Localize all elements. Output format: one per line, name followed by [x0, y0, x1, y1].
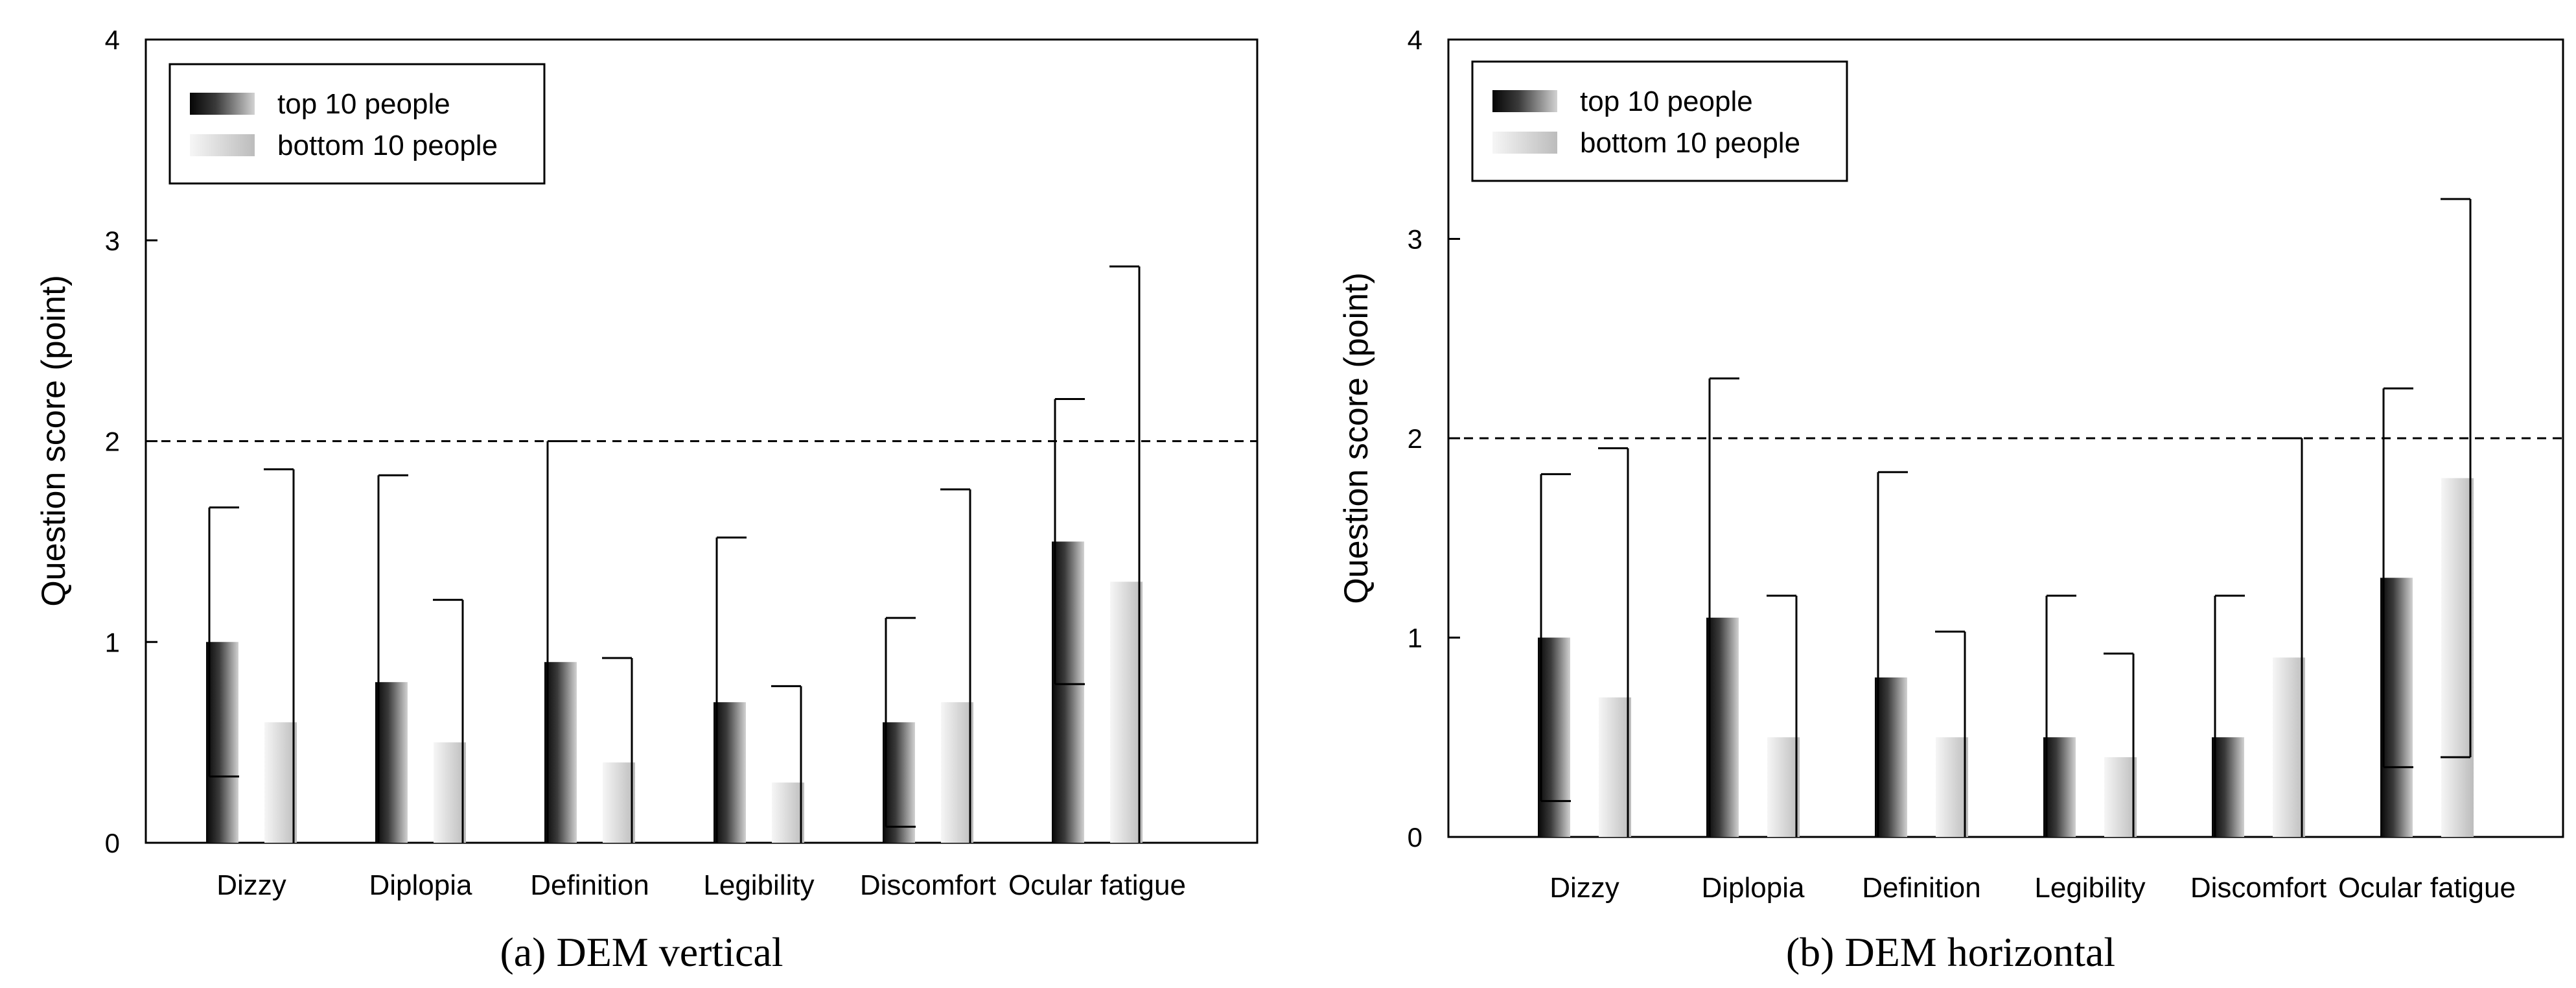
bar-bottom-10-discomfort — [941, 702, 973, 843]
legend-box — [1471, 60, 1848, 182]
y-tick-label: 4 — [1408, 25, 1422, 55]
category-label-definition: Definition — [1862, 872, 1980, 904]
bar-top-10-discomfort — [883, 722, 915, 843]
bar-top-10-discomfort — [2212, 737, 2244, 837]
error-bar-top-10-ocular-fatigue — [2382, 387, 2413, 768]
error-bar-top-10-ocular-fatigue — [1054, 397, 1085, 685]
category-label-dizzy: Dizzy — [216, 869, 286, 901]
y-tick-label: 1 — [105, 627, 120, 657]
error-bar-top-10-legibility — [2045, 594, 2076, 837]
legend-swatch-bottom-10 — [1492, 132, 1557, 154]
y-tick-label: 1 — [1408, 623, 1422, 653]
panel-caption: (a) DEM vertical — [500, 929, 783, 975]
bar-bottom-10-ocular-fatigue — [2441, 478, 2474, 837]
category-label-legibility: Legibility — [2034, 872, 2145, 904]
bar-bottom-10-diplopia — [434, 742, 466, 843]
category-label-definition: Definition — [530, 869, 649, 901]
bar-bottom-10-definition — [1936, 737, 1968, 837]
bar-top-10-definition — [1875, 677, 1907, 837]
error-bar-top-10-dizzy — [1540, 473, 1571, 803]
y-tick-label: 2 — [1408, 423, 1422, 454]
category-label-diplopia: Diplopia — [1702, 872, 1805, 904]
legend: top 10 people bottom 10 people — [1471, 60, 1848, 182]
legend-label-top-10: top 10 people — [1580, 86, 1753, 117]
y-tick-label: 0 — [1408, 822, 1422, 853]
category-label-discomfort: Discomfort — [860, 869, 996, 901]
y-tick-label: 0 — [105, 828, 120, 858]
error-bar-top-10-definition — [546, 440, 577, 843]
error-bar-bottom-10-definition — [602, 657, 633, 843]
y-axis-ticks: 0 1 2 3 4 — [105, 25, 157, 858]
category-label-ocular-fatigue: Ocular fatigue — [2338, 872, 2516, 904]
error-bar-top-10-dizzy — [208, 506, 239, 778]
x-axis-categories: Dizzy Diplopia Definition Legibility Discomf… — [1549, 872, 2516, 904]
category-label-diplopia: Diplopia — [369, 869, 473, 901]
error-bar-top-10-definition — [1877, 471, 1908, 837]
bar-top-10-diplopia — [1706, 617, 1739, 837]
bar-bottom-10-definition — [603, 762, 635, 843]
bar-top-10-dizzy — [1538, 637, 1570, 837]
error-bar-top-10-discomfort — [2214, 594, 2245, 837]
legend-swatch-bottom-10 — [190, 134, 255, 156]
legend-label-bottom-10: bottom 10 people — [277, 130, 498, 161]
bar-bottom-10-legibility — [2104, 757, 2137, 837]
y-axis-ticks: 0 1 2 3 4 — [1408, 25, 1460, 853]
legend-label-bottom-10: bottom 10 people — [1580, 127, 1800, 159]
bar-bottom-10-dizzy — [264, 722, 297, 843]
bar-bottom-10-dizzy — [1599, 697, 1631, 837]
error-bar-top-10-diplopia — [377, 474, 408, 843]
category-label-dizzy: Dizzy — [1549, 872, 1619, 904]
error-bar-bottom-10-legibility — [771, 685, 802, 843]
error-bar-top-10-legibility — [715, 536, 747, 843]
bars — [206, 265, 1143, 843]
error-bar-bottom-10-discomfort — [2272, 437, 2303, 837]
error-bar-bottom-10-diplopia — [1767, 594, 1798, 837]
error-bar-bottom-10-definition — [1935, 630, 1966, 837]
error-bar-top-10-diplopia — [1708, 377, 1739, 837]
y-tick-label: 4 — [105, 25, 120, 55]
legend-swatch-top-10 — [190, 93, 255, 115]
bar-bottom-10-legibility — [772, 782, 804, 843]
legend: top 10 people bottom 10 people — [168, 63, 546, 185]
error-bar-bottom-10-dizzy — [1598, 447, 1629, 837]
error-bar-bottom-10-legibility — [2104, 652, 2135, 837]
legend-label-top-10: top 10 people — [277, 88, 450, 120]
bars — [1538, 198, 2474, 837]
bar-bottom-10-diplopia — [1767, 737, 1800, 837]
y-tick-label: 3 — [1408, 224, 1422, 255]
error-bar-bottom-10-ocular-fatigue — [2441, 198, 2472, 759]
error-bar-bottom-10-dizzy — [264, 468, 295, 843]
error-bar-top-10-discomfort — [885, 617, 916, 828]
error-bar-bottom-10-discomfort — [940, 488, 971, 843]
bar-top-10-dizzy — [206, 642, 238, 843]
y-axis-label: Question score (point) — [1338, 272, 1375, 604]
bar-bottom-10-discomfort — [2273, 657, 2305, 837]
bar-bottom-10-ocular-fatigue — [1110, 582, 1143, 843]
panel-caption: (b) DEM horizontal — [1786, 929, 2115, 975]
legend-box — [168, 63, 546, 185]
x-axis-categories: Dizzy Diplopia Definition Legibility Discomf… — [216, 869, 1186, 901]
error-bar-bottom-10-diplopia — [433, 598, 464, 843]
bar-top-10-legibility — [714, 702, 746, 843]
error-bar-bottom-10-ocular-fatigue — [1109, 265, 1141, 843]
bar-top-10-diplopia — [375, 682, 408, 843]
category-label-discomfort: Discomfort — [2190, 872, 2327, 904]
y-tick-label: 3 — [105, 226, 120, 256]
legend-swatch-top-10 — [1492, 90, 1557, 112]
y-axis-label: Question score (point) — [35, 275, 73, 607]
bar-top-10-legibility — [2043, 737, 2076, 837]
bar-top-10-ocular-fatigue — [2380, 578, 2413, 837]
bar-top-10-ocular-fatigue — [1052, 541, 1084, 843]
bar-top-10-definition — [544, 662, 577, 843]
y-tick-label: 2 — [105, 427, 120, 457]
category-label-ocular-fatigue: Ocular fatigue — [1008, 869, 1186, 901]
category-label-legibility: Legibility — [703, 869, 814, 901]
